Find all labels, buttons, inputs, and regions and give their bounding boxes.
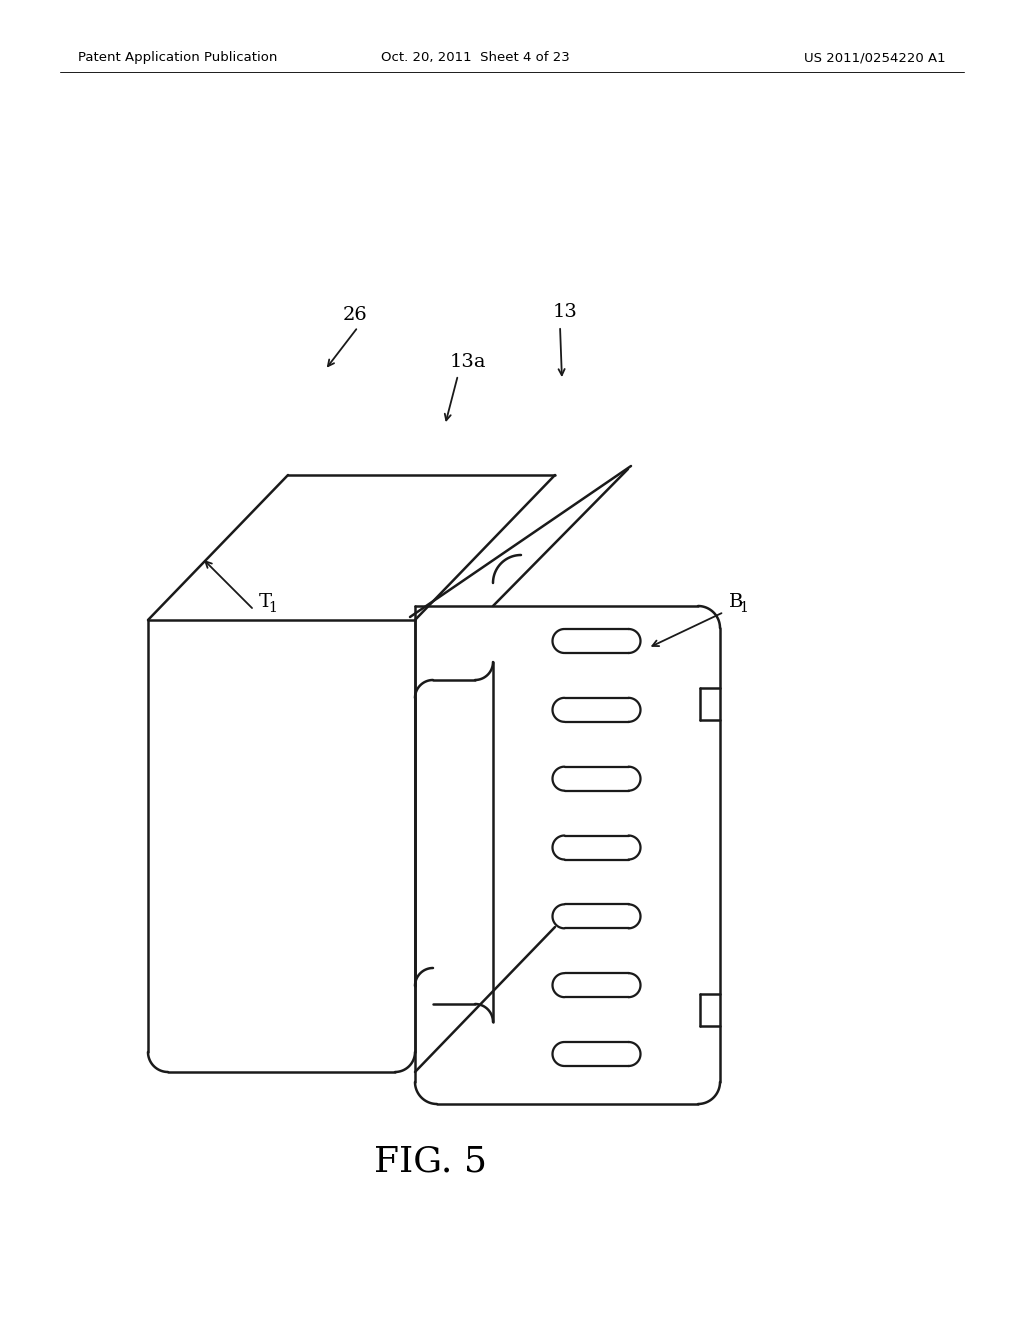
Text: 26: 26 xyxy=(343,306,368,323)
Text: 13: 13 xyxy=(553,304,578,321)
Text: FIG. 5: FIG. 5 xyxy=(374,1144,486,1179)
Text: T: T xyxy=(258,593,271,611)
Text: Oct. 20, 2011  Sheet 4 of 23: Oct. 20, 2011 Sheet 4 of 23 xyxy=(381,51,569,65)
Text: 13a: 13a xyxy=(450,352,486,371)
Text: 1: 1 xyxy=(268,601,276,615)
Text: Patent Application Publication: Patent Application Publication xyxy=(78,51,278,65)
Text: B: B xyxy=(729,593,743,611)
Text: 1: 1 xyxy=(739,601,748,615)
Text: US 2011/0254220 A1: US 2011/0254220 A1 xyxy=(805,51,946,65)
